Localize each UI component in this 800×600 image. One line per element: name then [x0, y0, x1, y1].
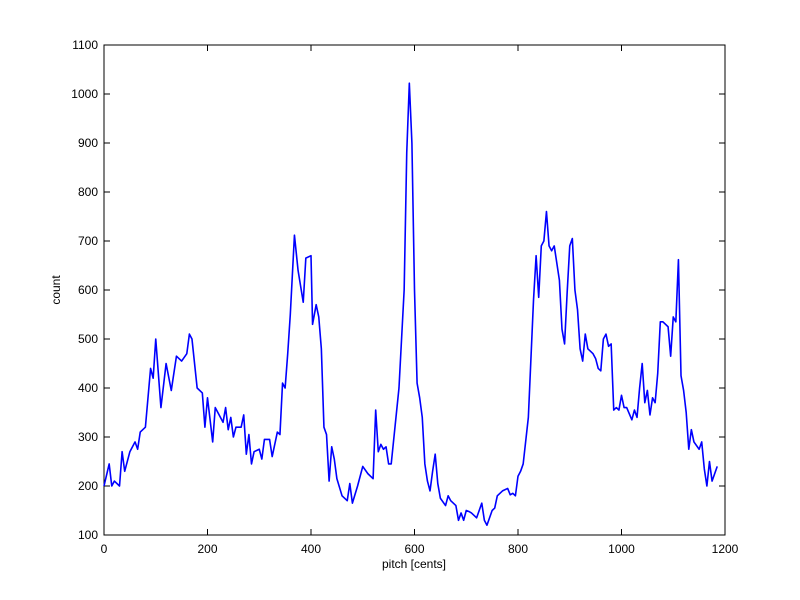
x-tick-label: 600 [404, 542, 424, 556]
y-tick-label: 500 [78, 332, 98, 346]
x-tick-label: 1200 [712, 542, 739, 556]
y-tick-label: 1100 [72, 38, 98, 52]
y-tick-label: 300 [78, 430, 98, 444]
y-tick-label: 900 [78, 136, 98, 150]
x-tick-label: 1000 [608, 542, 635, 556]
x-tick-label: 800 [508, 542, 528, 556]
y-tick-label: 700 [78, 234, 98, 248]
x-tick-label: 200 [197, 542, 217, 556]
x-axis-label: pitch [cents] [382, 557, 446, 571]
y-tick-label: 800 [78, 185, 98, 199]
x-tick-label: 0 [101, 542, 108, 556]
y-axis-label: count [49, 275, 63, 305]
data-line [103, 82, 718, 526]
y-tick-label: 200 [78, 479, 98, 493]
x-tick-label: 400 [301, 542, 321, 556]
y-tick-label: 600 [78, 283, 98, 297]
y-tick-label: 400 [78, 381, 98, 395]
y-tick-label: 100 [78, 528, 98, 542]
y-tick-label: 1000 [71, 87, 98, 101]
